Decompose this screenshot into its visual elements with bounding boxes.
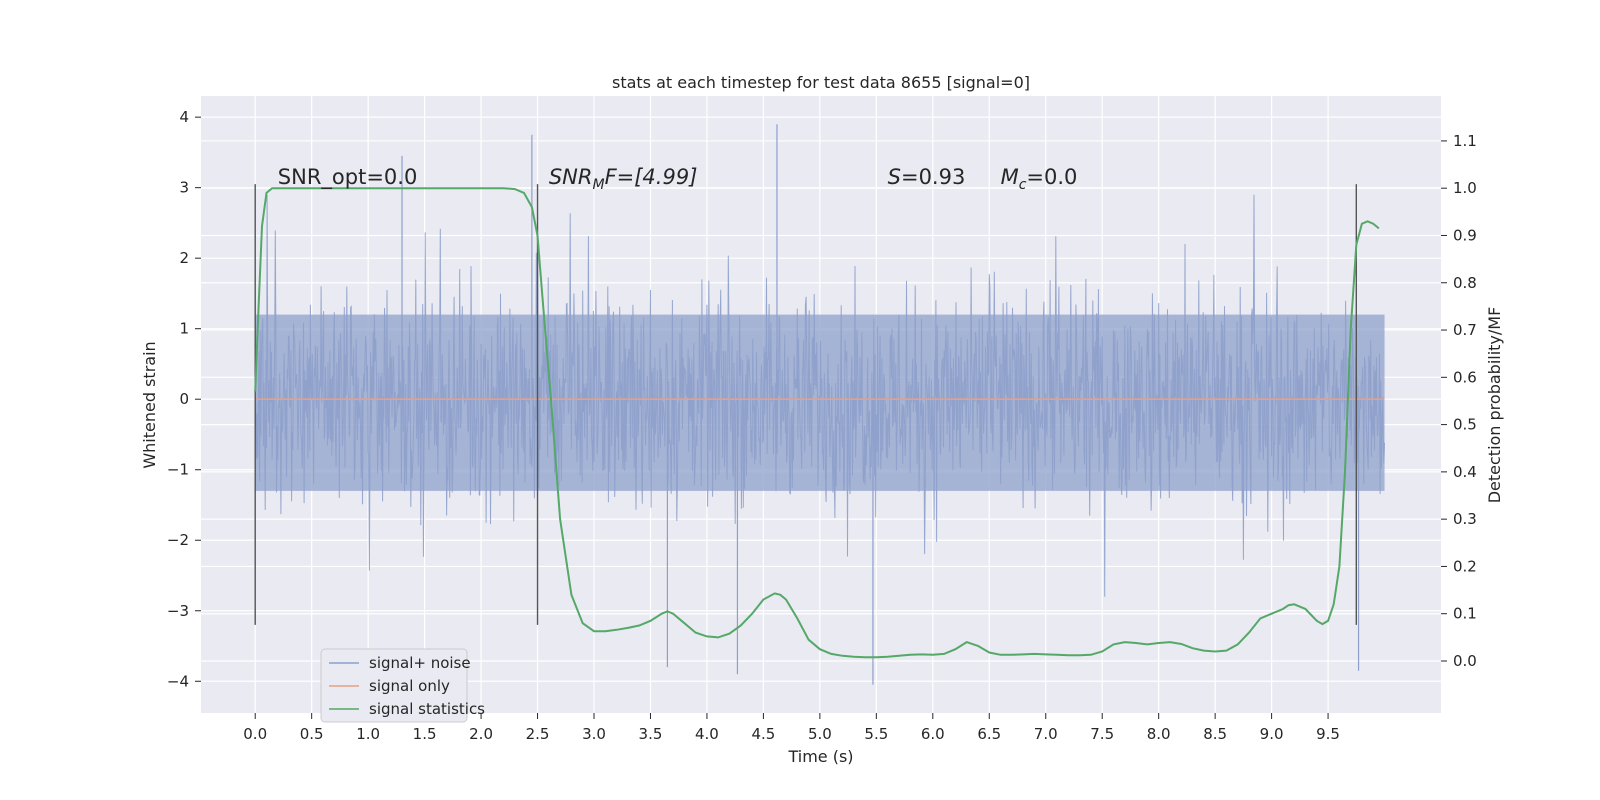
y2-tick-label: 0.6 — [1453, 368, 1477, 386]
legend: signal+ noise signal only signal statist… — [320, 648, 485, 723]
x-tick-label: 7.5 — [1090, 725, 1114, 743]
y-tick-label: 4 — [179, 108, 189, 126]
y2-tick-label: 1.0 — [1453, 179, 1477, 197]
axis-ticks: 0.0 0.5 1.0 1.5 2.0 2.5 3.0 3.5 4.0 4.5 5.0 5.5 6.0 6… — [167, 108, 1477, 743]
y-tick-label: 0 — [179, 390, 189, 408]
x-tick-label: 1.5 — [413, 725, 437, 743]
y2-tick-label: 0.9 — [1453, 226, 1477, 244]
annotation: Mc=0.0 — [1001, 165, 1078, 193]
y-tick-label: 2 — [179, 249, 189, 267]
x-tick-label: 3.0 — [582, 725, 606, 743]
legend-label-noise: signal+ noise — [369, 654, 471, 672]
x-tick-label: 4.5 — [751, 725, 775, 743]
y2-tick-label: 0.7 — [1453, 321, 1477, 339]
y-tick-label: −2 — [167, 531, 189, 549]
annotations: SNR_opt=0.0 SNRMF=[4.99] S=0.93 Mc=0.0 — [278, 165, 1078, 193]
x-tick-label: 6.0 — [921, 725, 945, 743]
signal-statistics-series — [254, 187, 1380, 659]
x-tick-label: 7.0 — [1034, 725, 1058, 743]
x-tick-label: 8.5 — [1203, 725, 1227, 743]
annotation: S=0.93 — [888, 165, 966, 189]
x-tick-label: 6.5 — [977, 725, 1001, 743]
x-axis-label: Time (s) — [787, 747, 853, 766]
y-tick-label: 1 — [179, 320, 189, 338]
x-tick-label: 0.5 — [300, 725, 324, 743]
x-tick-label: 2.5 — [526, 725, 550, 743]
y2-tick-label: 0.5 — [1453, 416, 1477, 434]
y2-tick-label: 0.8 — [1453, 274, 1477, 292]
y2-tick-label: 0.3 — [1453, 510, 1477, 528]
noise-core — [255, 314, 1385, 491]
signal-noise-series — [254, 124, 1385, 685]
legend-label-statistics: signal statistics — [369, 700, 485, 718]
x-tick-label: 4.0 — [695, 725, 719, 743]
chart-title: stats at each timestep for test data 865… — [612, 73, 1030, 92]
x-tick-label: 2.0 — [469, 725, 493, 743]
x-tick-label: 5.0 — [808, 725, 832, 743]
y2-tick-label: 0.0 — [1453, 652, 1477, 670]
y2-tick-label: 0.1 — [1453, 605, 1477, 623]
y2-tick-label: 1.1 — [1453, 132, 1477, 150]
annotation: SNR_opt=0.0 — [278, 165, 418, 190]
x-tick-label: 1.0 — [356, 725, 380, 743]
y-tick-label: −4 — [167, 672, 189, 690]
x-tick-label: 9.0 — [1260, 725, 1284, 743]
x-tick-label: 0.0 — [243, 725, 267, 743]
legend-box — [320, 648, 468, 723]
x-tick-label: 5.5 — [864, 725, 888, 743]
y-tick-label: −1 — [167, 461, 189, 479]
y2-axis-label: Detection probability/MF — [1485, 307, 1504, 504]
annotation: SNRMF=[4.99] — [549, 165, 698, 193]
x-tick-label: 8.0 — [1147, 725, 1171, 743]
y-axis-label: Whitened strain — [140, 341, 159, 468]
x-tick-label: 3.5 — [639, 725, 663, 743]
statistics-line — [254, 187, 1380, 659]
legend-label-signal-only: signal only — [369, 677, 450, 695]
x-tick-label: 9.5 — [1316, 725, 1340, 743]
y2-tick-label: 0.4 — [1453, 463, 1477, 481]
y2-tick-label: 0.2 — [1453, 557, 1477, 575]
y-tick-label: −3 — [167, 602, 189, 620]
y-tick-label: 3 — [179, 179, 189, 197]
